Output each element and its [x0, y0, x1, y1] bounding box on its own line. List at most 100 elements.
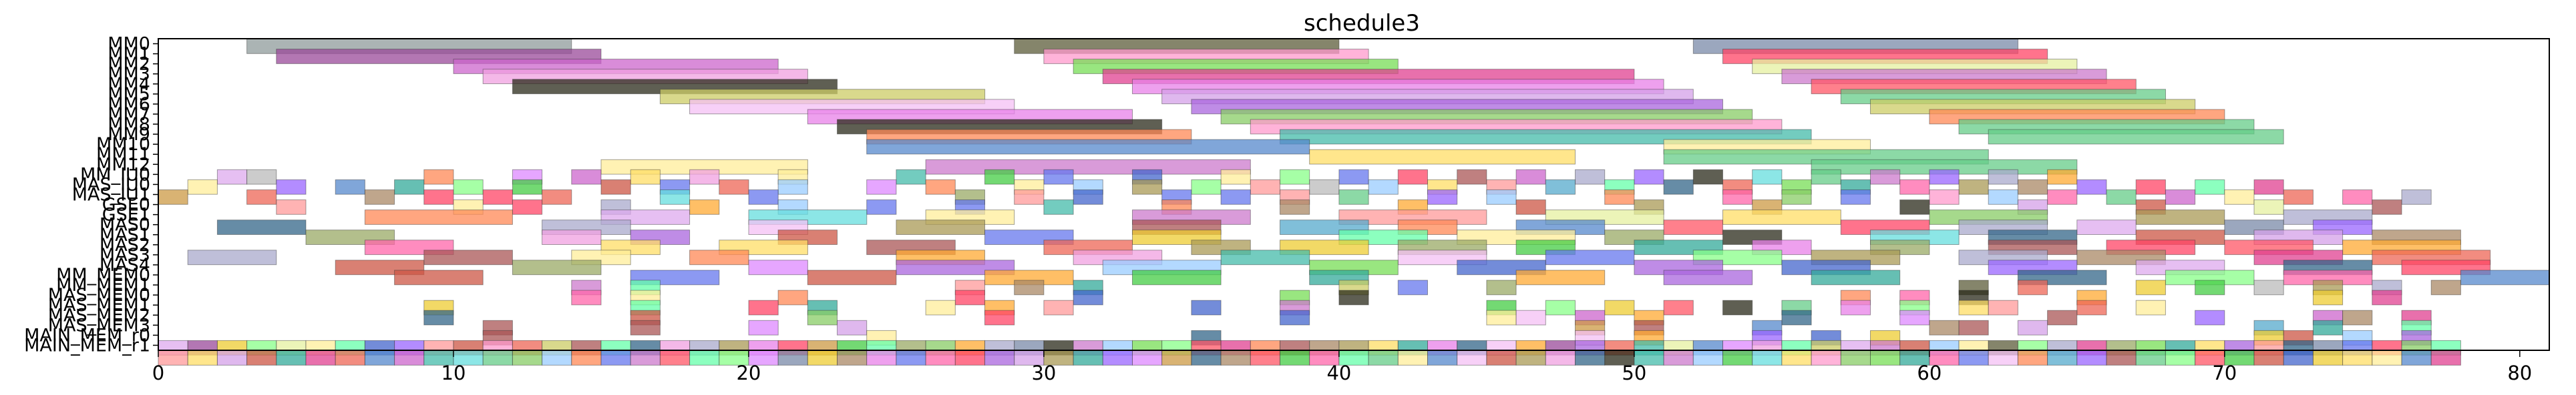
gantt-bar [1958, 350, 1989, 366]
x-tick-label: 40 [1326, 362, 1351, 384]
gantt-bar [1515, 200, 1546, 215]
gantt-bar [1368, 179, 1399, 195]
gantt-bar [1663, 350, 1694, 366]
gantt-bar [2135, 280, 2166, 296]
gantt-bar [1486, 189, 1517, 205]
gantt-bar [925, 300, 956, 316]
y-tick-label: MAS_IU1 [72, 185, 150, 206]
gantt-bar [1870, 350, 1901, 366]
gantt-bar [512, 350, 543, 366]
gantt-bar [187, 250, 277, 266]
gantt-bar [1663, 270, 1753, 286]
gantt-bar [246, 350, 277, 366]
gantt-bar [837, 320, 868, 336]
y-tick-label: MAS_MEM3 [48, 315, 150, 336]
gantt-bar [2253, 179, 2284, 195]
gantt-bar [866, 179, 897, 195]
gantt-bar [2342, 189, 2373, 205]
gantt-bar [866, 200, 897, 215]
gantt-bar [542, 230, 602, 246]
gantt-bar [158, 189, 188, 205]
gantt-bar [1899, 200, 1930, 215]
gantt-bar [1132, 350, 1163, 366]
gantt-bar [2195, 310, 2225, 326]
gantt-bar [482, 350, 513, 366]
gantt-bar [1073, 350, 1103, 366]
gantt-bar [1250, 179, 1281, 195]
y-tick-label: MM1 [108, 44, 150, 65]
gantt-bar [364, 189, 395, 205]
gantt-bar [1722, 300, 1753, 316]
gantt-bar [394, 179, 425, 195]
gantt-bar [2195, 179, 2225, 195]
gantt-bar [2165, 350, 2196, 366]
gantt-bar [1722, 189, 1753, 205]
gantt-bar [984, 310, 1015, 326]
gantt-bar [2076, 350, 2107, 366]
gantt-bar [1958, 300, 1989, 316]
gantt-bar [1988, 169, 2018, 185]
gantt-bar [187, 350, 218, 366]
gantt-bar [2283, 189, 2314, 205]
gantt-bar [2312, 350, 2344, 366]
gantt-bar [1338, 169, 1369, 185]
gantt-bar [1988, 129, 2284, 145]
gantt-bar [1811, 350, 1841, 366]
y-tick-label: MM_MEM0 [56, 265, 150, 286]
gantt-bar [984, 169, 1015, 185]
gantt-bar [1191, 300, 1222, 316]
gantt-bar [2135, 350, 2166, 366]
gantt-bar [1545, 179, 1576, 195]
gantt-bar [482, 189, 513, 205]
gantt-bar [1545, 350, 1576, 366]
gantt-bar [1191, 350, 1222, 366]
gantt-bar [1338, 189, 1369, 205]
gantt-bar [1781, 189, 1812, 205]
gantt-bar [896, 220, 986, 236]
gantt-bar [276, 350, 307, 366]
y-tick-label: MAS1 [100, 225, 150, 246]
gantt-bar [748, 189, 779, 205]
gantt-bar [2017, 179, 2048, 195]
gantt-bar [896, 169, 926, 185]
gantt-bar [1043, 169, 1074, 185]
y-tick-label: MM_IU0 [80, 164, 150, 185]
gantt-bar [1692, 350, 1724, 366]
gantt-bar [423, 250, 513, 266]
gantt-bar [364, 350, 395, 366]
gantt-bar [689, 250, 749, 266]
y-tick-label: MM3 [108, 64, 150, 85]
y-tick-label: MAS_MEM2 [48, 305, 150, 326]
y-tick-label: GSE1 [102, 205, 150, 226]
gantt-bar [216, 220, 307, 236]
gantt-bar [1781, 310, 1812, 326]
y-axis: MM0MM1MM2MM3MM4MM5MM6MM7MM8MM9MM10MM11MM… [24, 34, 158, 356]
gantt-bar [1397, 280, 1429, 296]
gantt-bar [542, 350, 572, 366]
gantt-bar [394, 350, 425, 366]
gantt-bar [837, 350, 868, 366]
gantt-bar [2253, 280, 2284, 296]
gantt-bar [1575, 350, 1606, 366]
gantt-bar [1988, 350, 2018, 366]
gantt-bar [689, 200, 720, 215]
y-tick-label: MAS0 [100, 215, 150, 236]
x-tick-label: 70 [2212, 362, 2237, 384]
gantt-bar [1604, 189, 1635, 205]
y-tick-label: MAS4 [100, 255, 150, 276]
gantt-bar [866, 139, 1310, 155]
gantt-bar [925, 179, 956, 195]
gantt-bar [335, 179, 365, 195]
gantt-bar [630, 169, 661, 185]
gantt-bar [1280, 169, 1310, 185]
gantt-bar [2430, 350, 2461, 366]
gantt-bar [777, 350, 808, 366]
gantt-bar [984, 350, 1015, 366]
gantt-bar [364, 210, 513, 225]
gantt-bar [2076, 300, 2107, 316]
gantt-bar [423, 189, 454, 205]
gantt-bar [896, 350, 926, 366]
y-tick-label: MM11 [96, 144, 150, 165]
gantt-bar [1929, 169, 1960, 185]
